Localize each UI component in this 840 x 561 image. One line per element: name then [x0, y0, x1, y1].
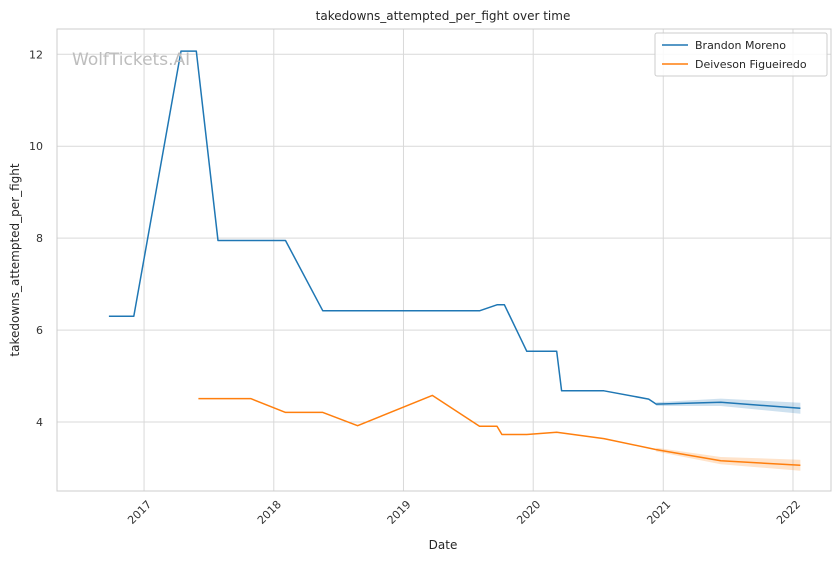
y-tick-label: 6: [36, 324, 43, 337]
y-tick-label: 4: [36, 416, 43, 429]
confidence-bands: [656, 398, 801, 471]
x-axis-ticks: 2017 2018 2019 2020 2021 2022: [125, 498, 803, 527]
y-tick-label: 12: [29, 48, 43, 61]
watermark: WolfTickets.AI: [72, 50, 190, 70]
series-line-1: [198, 394, 801, 467]
series-line-0: [108, 50, 801, 410]
legend: Brandon Moreno Deiveson Figueiredo: [654, 32, 828, 77]
legend-box: [654, 32, 828, 77]
x-tick-label: 2022: [774, 498, 803, 527]
x-tick-label: 2020: [514, 498, 543, 527]
y-axis-label: takedowns_attempted_per_fight: [8, 163, 22, 356]
legend-label: Brandon Moreno: [695, 39, 786, 52]
chart-title: takedowns_attempted_per_fight over time: [316, 9, 571, 23]
series-band-1: [656, 447, 801, 471]
legend-label: Deiveson Figueiredo: [695, 58, 807, 71]
series-lines: [108, 50, 801, 467]
x-tick-label: 2021: [644, 498, 673, 527]
grid-lines: [57, 29, 831, 491]
y-tick-label: 10: [29, 140, 43, 153]
x-tick-label: 2018: [255, 498, 284, 527]
y-tick-label: 8: [36, 232, 43, 245]
x-axis-label: Date: [429, 538, 458, 552]
y-axis-ticks: 4 6 8 10 12: [29, 48, 43, 429]
x-tick-label: 2017: [125, 498, 154, 527]
plot-frame: [56, 28, 832, 492]
x-tick-label: 2019: [385, 498, 414, 527]
